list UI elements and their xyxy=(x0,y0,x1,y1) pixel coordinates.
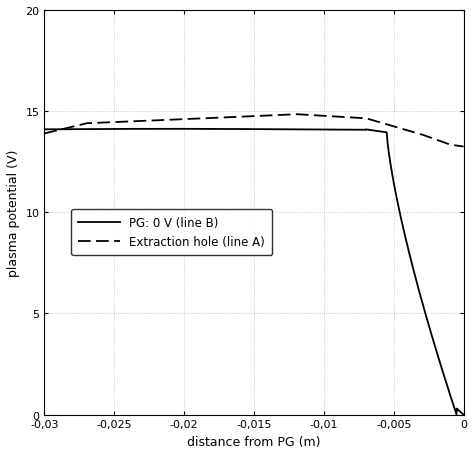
Line: PG: 0 V (line B): PG: 0 V (line B) xyxy=(45,130,464,415)
PG: 0 V (line B): (-0.0213, 14.1): 0 V (line B): (-0.0213, 14.1) xyxy=(164,127,169,132)
Extraction hole (line A) xyxy=(461,145,466,150)
Line: Extraction hole (line A): Extraction hole (line A) xyxy=(45,115,464,147)
PG: 0 V (line B): (-0.0185, 14.1): 0 V (line B): (-0.0185, 14.1) xyxy=(202,127,208,132)
PG: 0 V (line B): (-0.0246, 14.1): 0 V (line B): (-0.0246, 14.1) xyxy=(118,127,123,132)
Extraction hole (line A) xyxy=(118,120,123,125)
PG: 0 V (line B): (-0.012, 14.1): 0 V (line B): (-0.012, 14.1) xyxy=(293,127,299,133)
PG: 0 V (line B): (0, 0): 0 V (line B): (0, 0) xyxy=(461,412,466,417)
PG: 0 V (line B): (-0.03, 14.1): 0 V (line B): (-0.03, 14.1) xyxy=(42,127,47,133)
Extraction hole (line A) xyxy=(386,123,392,128)
PG: 0 V (line B): (-0.0105, 14.1): 0 V (line B): (-0.0105, 14.1) xyxy=(314,127,320,133)
Y-axis label: plasma potential (V): plasma potential (V) xyxy=(7,149,20,276)
Extraction hole (line A) xyxy=(293,112,299,118)
Extraction hole (line A) xyxy=(293,112,299,118)
X-axis label: distance from PG (m): distance from PG (m) xyxy=(187,435,321,448)
Extraction hole (line A) xyxy=(42,131,47,137)
PG: 0 V (line B): (-0.00761, 14.1): 0 V (line B): (-0.00761, 14.1) xyxy=(355,128,360,133)
PG: 0 V (line B): (-0.00533, 12.8): 0 V (line B): (-0.00533, 12.8) xyxy=(386,153,392,158)
Extraction hole (line A) xyxy=(202,116,208,122)
Extraction hole (line A) xyxy=(355,116,360,121)
Legend: PG: 0 V (line B), Extraction hole (line A): PG: 0 V (line B), Extraction hole (line … xyxy=(72,209,272,255)
Extraction hole (line A) xyxy=(314,113,320,119)
